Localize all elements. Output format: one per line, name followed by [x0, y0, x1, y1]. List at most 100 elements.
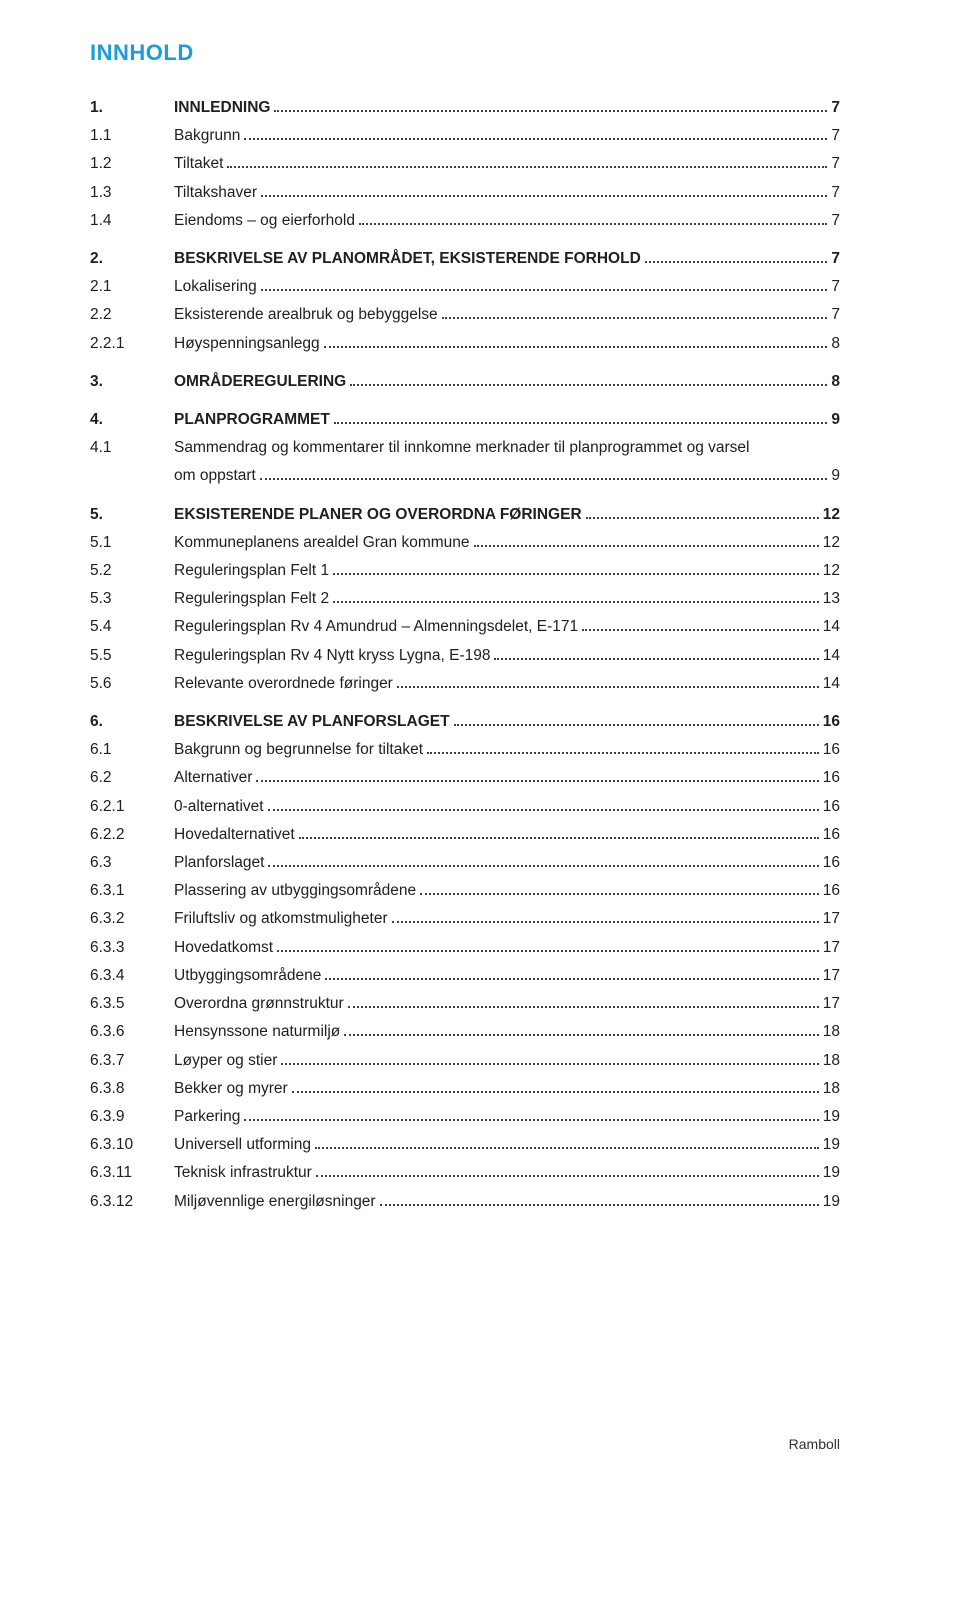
toc-entry-number: 1.	[90, 94, 174, 122]
toc-leader	[333, 601, 819, 603]
toc-entry-page: 7	[831, 122, 840, 150]
toc-entry-number: 6.2.1	[90, 793, 174, 821]
toc-entry-page: 12	[823, 529, 840, 557]
toc-entry-number: 6.3.1	[90, 877, 174, 905]
toc-entry: 5.EKSISTERENDE PLANER OG OVERORDNA FØRIN…	[90, 501, 840, 529]
toc-entry-title: Utbyggingsområdene	[174, 962, 321, 990]
toc-entry-title: Lokalisering	[174, 273, 257, 301]
toc-entry-number: 5.1	[90, 529, 174, 557]
toc-entry-page: 17	[823, 990, 840, 1018]
toc-leader	[268, 809, 819, 811]
toc-leader	[359, 223, 827, 225]
toc-entry-number: 6.1	[90, 736, 174, 764]
toc-leader	[316, 1175, 819, 1177]
toc-entry-page: 19	[823, 1159, 840, 1187]
toc-leader	[261, 195, 827, 197]
toc-entry-page: 9	[831, 462, 840, 490]
toc-entry: 6.1Bakgrunn og begrunnelse for tiltaket …	[90, 736, 840, 764]
toc-entry-page: 8	[831, 330, 840, 358]
toc-entry: 6.3.10Universell utforming 19	[90, 1131, 840, 1159]
toc-entry-number: 6.3.9	[90, 1103, 174, 1131]
toc-entry-page: 16	[823, 764, 840, 792]
toc-entry-title: Friluftsliv og atkomstmuligheter	[174, 905, 388, 933]
toc-entry-title: Parkering	[174, 1103, 240, 1131]
toc-entry-page: 13	[823, 585, 840, 613]
toc-leader	[256, 780, 818, 782]
toc-entry-title: Overordna grønnstruktur	[174, 990, 344, 1018]
toc-entry-title: Bekker og myrer	[174, 1075, 288, 1103]
toc-entry-title: OMRÅDEREGULERING	[174, 368, 346, 396]
toc-entry-title: Relevante overordnede føringer	[174, 670, 393, 698]
toc-entry: 6.3Planforslaget 16	[90, 849, 840, 877]
toc-entry: 5.6Relevante overordnede føringer 14	[90, 670, 840, 698]
toc-entry-title: Universell utforming	[174, 1131, 311, 1159]
toc-entry-number: 6.2.2	[90, 821, 174, 849]
toc-leader	[392, 921, 819, 923]
toc-leader	[344, 1034, 818, 1036]
toc-entry: 3.OMRÅDEREGULERING 8	[90, 368, 840, 396]
toc-entry: 6.2Alternativer 16	[90, 764, 840, 792]
toc-leader	[244, 1119, 818, 1121]
toc-entry-title: Sammendrag og kommentarer til innkomne m…	[174, 434, 749, 462]
toc-entry-page: 16	[823, 736, 840, 764]
toc-entry-number: 5.6	[90, 670, 174, 698]
toc-entry-number: 2.1	[90, 273, 174, 301]
toc-entry-number: 6.3.11	[90, 1159, 174, 1187]
toc-leader	[292, 1091, 819, 1093]
toc-entry-title: Bakgrunn og begrunnelse for tiltaket	[174, 736, 423, 764]
toc-leader	[324, 346, 828, 348]
toc-entry-page: 7	[831, 179, 840, 207]
toc-entry: 1.INNLEDNING 7	[90, 94, 840, 122]
toc-leader	[586, 517, 819, 519]
toc-entry-number: 6.3.8	[90, 1075, 174, 1103]
toc-entry-number: 3.	[90, 368, 174, 396]
section-gap	[90, 358, 840, 368]
toc-entry-title: Alternativer	[174, 764, 252, 792]
toc-entry-number: 5.3	[90, 585, 174, 613]
toc-entry-number: 6.3.5	[90, 990, 174, 1018]
toc-entry-title: Reguleringsplan Rv 4 Nytt kryss Lygna, E…	[174, 642, 490, 670]
toc-entry-page: 7	[831, 150, 840, 178]
toc-entry-title: Eiendoms – og eierforhold	[174, 207, 355, 235]
toc-entry-title: Reguleringsplan Rv 4 Amundrud – Almennin…	[174, 613, 578, 641]
toc-leader	[350, 384, 827, 386]
toc-leader	[474, 545, 819, 547]
toc-entry: 6.2.10-alternativet 16	[90, 793, 840, 821]
toc-entry-page: 19	[823, 1131, 840, 1159]
toc-entry: 2.1Lokalisering 7	[90, 273, 840, 301]
toc-entry: 5.4Reguleringsplan Rv 4 Amundrud – Almen…	[90, 613, 840, 641]
toc-entry-title: EKSISTERENDE PLANER OG OVERORDNA FØRINGE…	[174, 501, 582, 529]
toc-leader	[227, 166, 827, 168]
toc-entry-title: Tiltakshaver	[174, 179, 257, 207]
toc-entry: 5.1Kommuneplanens arealdel Gran kommune …	[90, 529, 840, 557]
toc-leader	[274, 110, 827, 112]
toc-entry: 6.3.5Overordna grønnstruktur 17	[90, 990, 840, 1018]
toc-leader	[348, 1006, 819, 1008]
toc-entry-page: 9	[831, 406, 840, 434]
toc-entry: 1.4Eiendoms – og eierforhold 7	[90, 207, 840, 235]
toc-leader	[442, 317, 828, 319]
toc-leader	[268, 865, 818, 867]
toc-entry-number: 6.3.6	[90, 1018, 174, 1046]
toc-entry-title: 0-alternativet	[174, 793, 264, 821]
page-title: INNHOLD	[90, 40, 840, 66]
toc-leader	[299, 837, 819, 839]
toc-entry-page: 7	[831, 207, 840, 235]
toc-entry: 6.3.1Plassering av utbyggingsområdene 16	[90, 877, 840, 905]
toc-entry: 6.2.2Hovedalternativet 16	[90, 821, 840, 849]
toc-entry-page: 16	[823, 793, 840, 821]
toc-entry-page: 16	[823, 821, 840, 849]
toc-entry-page: 17	[823, 905, 840, 933]
toc-entry-title: Hovedatkomst	[174, 934, 273, 962]
toc-entry-number: 6.3.10	[90, 1131, 174, 1159]
toc-entry: 6.3.3Hovedatkomst 17	[90, 934, 840, 962]
toc-entry-number: 4.	[90, 406, 174, 434]
toc-leader	[494, 658, 818, 660]
toc-entry-multiline: Sammendrag og kommentarer til innkomne m…	[174, 434, 840, 490]
toc-entry-title: PLANPROGRAMMET	[174, 406, 330, 434]
toc-entry-title: Reguleringsplan Felt 2	[174, 585, 329, 613]
toc-entry-page: 16	[823, 877, 840, 905]
toc-entry: 1.1Bakgrunn 7	[90, 122, 840, 150]
table-of-contents: 1.INNLEDNING 71.1Bakgrunn 71.2Tiltaket 7…	[90, 94, 840, 1216]
toc-entry: 2.2.1Høyspenningsanlegg 8	[90, 330, 840, 358]
